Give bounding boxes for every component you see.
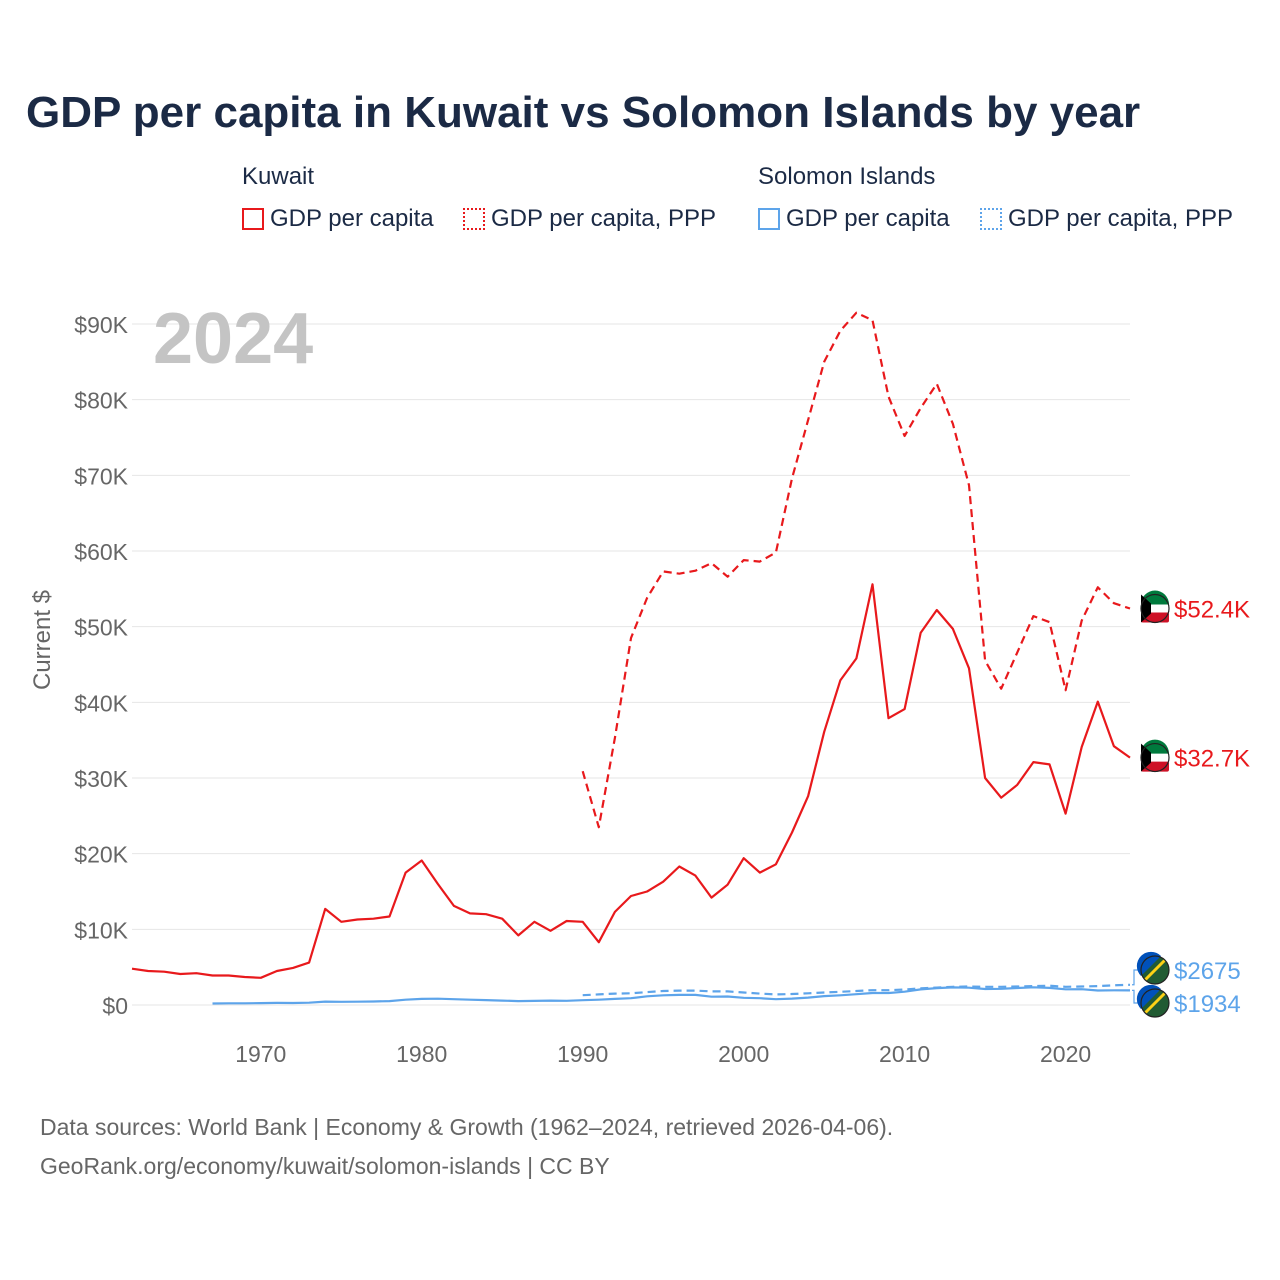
legend-solomon-gdp-label: GDP per capita: [786, 205, 950, 232]
chart-title: GDP per capita in Kuwait vs Solomon Isla…: [26, 88, 1141, 137]
legend-group-solomon-islands: Solomon Islands: [758, 163, 936, 190]
x-tick-label: 2020: [1040, 1041, 1091, 1067]
end-label-value: $2675: [1174, 958, 1241, 985]
y-tick-label: $40K: [74, 690, 128, 716]
legend-group-kuwait: Kuwait: [242, 163, 315, 190]
legend-swatch-solid-blue: [758, 208, 780, 230]
legend-solomon-ppp-label: GDP per capita, PPP: [1008, 205, 1233, 232]
end-label-1: $52.4K: [1140, 590, 1250, 624]
end-label-value: $32.7K: [1174, 746, 1250, 773]
source-note: Data sources: World Bank | Economy & Gro…: [40, 1108, 893, 1186]
legend-kuwait-ppp-label: GDP per capita, PPP: [491, 205, 716, 232]
legend-swatch-solid-red: [242, 208, 264, 230]
series-line-0: [131, 583, 1131, 979]
legend-swatch-dotted-blue: [980, 208, 1002, 230]
end-labels: $32.7K $52.4K $1934 $2675: [1132, 590, 1250, 1018]
end-label-0: $32.7K: [1140, 739, 1250, 773]
y-tick-label: $80K: [74, 388, 128, 414]
y-axis: $0 $10K $20K $30K $40K $50K $60K $70K $80K $90K: [74, 312, 128, 1019]
source-line-2[interactable]: GeoRank.org/economy/kuwait/solomon-islan…: [40, 1153, 610, 1179]
series-line-2: [212, 986, 1131, 1005]
y-tick-label: $60K: [74, 539, 128, 565]
y-tick-label: $20K: [74, 842, 128, 868]
grid-lines: [132, 323, 1130, 1006]
series-lines: [131, 311, 1131, 1005]
source-line-1: Data sources: World Bank | Economy & Gro…: [40, 1114, 894, 1140]
year-watermark: 2024: [153, 299, 313, 379]
end-label-3: $2675: [1132, 951, 1241, 986]
y-axis-label: Current $: [29, 590, 56, 690]
series-line-3: [582, 983, 1131, 997]
end-label-value: $52.4K: [1174, 597, 1250, 624]
x-axis: 1970 1980 1990 2000 2010 2020: [235, 1041, 1091, 1067]
x-tick-label: 2010: [879, 1041, 930, 1067]
kuwait-flag-icon: [1140, 739, 1170, 773]
legend-swatch-dotted-red: [463, 208, 485, 230]
solomon-islands-flag-icon: [1136, 951, 1170, 985]
legend-solomon-ppp[interactable]: GDP per capita, PPP: [980, 205, 1233, 233]
legend-kuwait-gdp[interactable]: GDP per capita: [242, 205, 434, 233]
solomon-islands-flag-icon: [1136, 984, 1170, 1018]
x-tick-label: 1990: [557, 1041, 608, 1067]
y-tick-label: $0: [102, 993, 128, 1019]
series-line-1: [581, 311, 1131, 829]
end-label-2: $1934: [1132, 984, 1241, 1018]
y-tick-label: $70K: [74, 463, 128, 489]
y-tick-label: $30K: [74, 766, 128, 792]
y-tick-label: $90K: [74, 312, 128, 338]
y-tick-label: $50K: [74, 615, 128, 641]
x-tick-label: 1980: [396, 1041, 447, 1067]
kuwait-flag-icon: [1140, 590, 1170, 624]
legend-kuwait-gdp-label: GDP per capita: [270, 205, 434, 232]
y-tick-label: $10K: [74, 917, 128, 943]
x-tick-label: 2000: [718, 1041, 769, 1067]
end-label-value: $1934: [1174, 991, 1241, 1018]
legend-solomon-gdp[interactable]: GDP per capita: [758, 205, 950, 233]
x-tick-label: 1970: [235, 1041, 286, 1067]
legend-kuwait-ppp[interactable]: GDP per capita, PPP: [463, 205, 716, 233]
